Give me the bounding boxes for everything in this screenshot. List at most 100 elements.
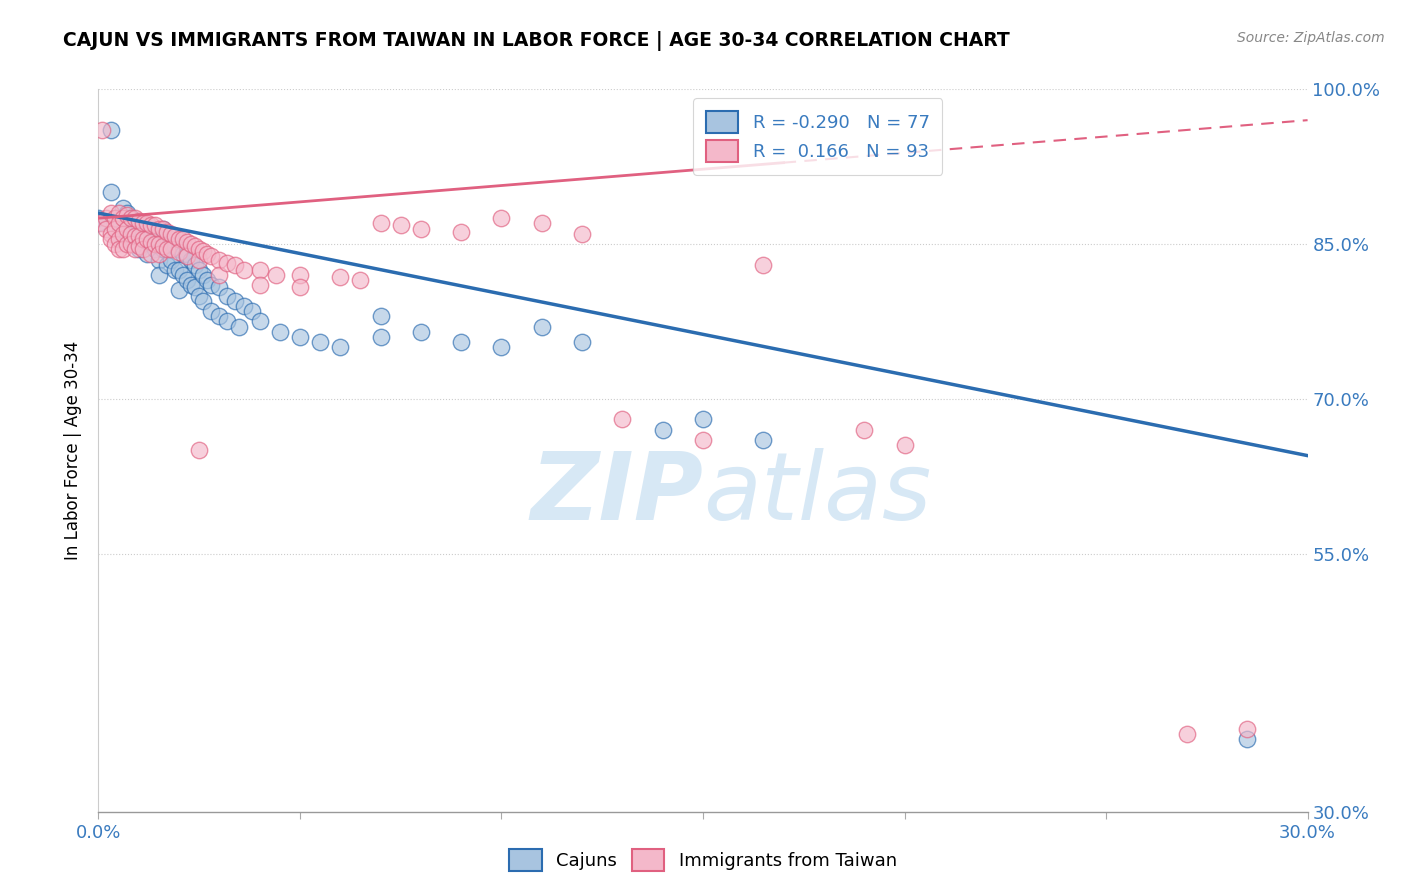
Point <box>100 206 122 220</box>
Point <box>232 262 254 277</box>
Point <box>139 237 162 252</box>
Point <box>115 206 138 220</box>
Point <box>111 211 134 226</box>
Point <box>288 268 311 282</box>
Point <box>111 242 134 256</box>
Point <box>132 216 155 230</box>
Point <box>132 227 155 241</box>
Point <box>180 278 202 293</box>
Point <box>96 211 118 226</box>
Point <box>217 255 239 269</box>
Point <box>107 206 129 220</box>
Point <box>148 268 170 282</box>
Point <box>224 258 246 272</box>
Point <box>100 123 122 137</box>
Point <box>128 242 150 256</box>
Point <box>91 216 114 230</box>
Point <box>176 249 198 263</box>
Point <box>389 219 412 233</box>
Point <box>139 221 162 235</box>
Point <box>91 123 114 137</box>
Point <box>115 208 138 222</box>
Point <box>530 216 553 230</box>
Point <box>115 227 138 241</box>
Point <box>249 262 271 277</box>
Point <box>163 228 186 243</box>
Point <box>128 216 150 230</box>
Text: ZIP: ZIP <box>530 448 703 540</box>
Point <box>184 280 207 294</box>
Point <box>491 340 513 354</box>
Point <box>188 252 211 267</box>
Text: Source: ZipAtlas.com: Source: ZipAtlas.com <box>1237 31 1385 45</box>
Point <box>128 221 150 235</box>
Point <box>132 242 155 256</box>
Point <box>107 232 129 246</box>
Point <box>1236 722 1258 736</box>
Point <box>120 227 142 241</box>
Point <box>100 232 122 246</box>
Point <box>370 310 392 324</box>
Point <box>208 268 231 282</box>
Point <box>309 334 332 349</box>
Point <box>120 237 142 252</box>
Point <box>156 258 179 272</box>
Point <box>195 247 218 261</box>
Point <box>193 293 215 308</box>
Point <box>167 262 190 277</box>
Point <box>612 412 634 426</box>
Point <box>115 221 138 235</box>
Point <box>156 225 179 239</box>
Point <box>370 216 392 230</box>
Point <box>491 211 513 226</box>
Point <box>152 242 174 256</box>
Point <box>107 216 129 230</box>
Point <box>124 228 146 243</box>
Point <box>124 216 146 230</box>
Point <box>124 237 146 252</box>
Point <box>143 227 166 241</box>
Point <box>240 304 263 318</box>
Point <box>200 249 222 263</box>
Y-axis label: In Labor Force | Age 30-34: In Labor Force | Age 30-34 <box>65 341 83 560</box>
Point <box>269 325 291 339</box>
Point <box>571 227 593 241</box>
Point <box>228 319 250 334</box>
Point <box>208 280 231 294</box>
Point <box>120 211 142 226</box>
Point <box>193 268 215 282</box>
Point <box>132 232 155 246</box>
Point <box>115 237 138 252</box>
Point <box>103 211 125 226</box>
Point <box>200 278 222 293</box>
Point <box>188 262 211 277</box>
Point <box>148 237 170 252</box>
Point <box>571 334 593 349</box>
Point <box>409 221 432 235</box>
Point <box>450 225 472 239</box>
Point <box>128 228 150 243</box>
Point <box>249 314 271 328</box>
Point <box>156 242 179 256</box>
Point <box>172 247 194 261</box>
Point <box>120 232 142 246</box>
Point <box>128 214 150 228</box>
Point <box>176 235 198 249</box>
Legend: Cajuns, Immigrants from Taiwan: Cajuns, Immigrants from Taiwan <box>502 842 904 879</box>
Point <box>450 334 472 349</box>
Point <box>1236 732 1258 747</box>
Point <box>152 221 174 235</box>
Point <box>139 219 162 233</box>
Point <box>103 211 125 226</box>
Point <box>148 221 170 235</box>
Point <box>530 319 553 334</box>
Legend: R = -0.290   N = 77, R =  0.166   N = 93: R = -0.290 N = 77, R = 0.166 N = 93 <box>693 98 942 175</box>
Point <box>143 242 166 256</box>
Point <box>288 330 311 344</box>
Point <box>148 232 170 246</box>
Point <box>249 278 271 293</box>
Point <box>217 288 239 302</box>
Point <box>152 221 174 235</box>
Point <box>135 232 157 246</box>
Point <box>143 219 166 233</box>
